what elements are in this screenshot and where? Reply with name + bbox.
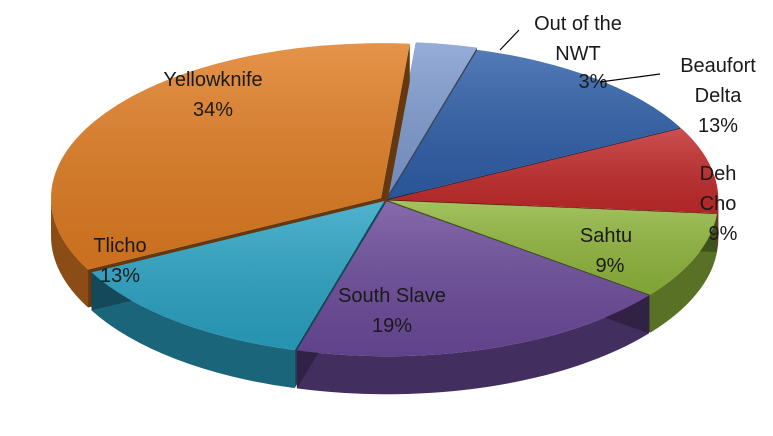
slice-label: Deh: [700, 163, 737, 185]
slice-label: Yellowknife: [163, 69, 262, 91]
slice-value-label: 13%: [100, 265, 140, 287]
slice-sheen: [388, 200, 717, 295]
slice-value-label: 9%: [596, 255, 625, 277]
slice-side: [650, 213, 717, 333]
slice-label: NWT: [555, 43, 601, 65]
slice-label: Tlicho: [93, 235, 146, 257]
slice-sheen: [388, 128, 719, 214]
pie-slices: [51, 42, 719, 395]
slice-wall: [381, 43, 410, 237]
slice-sheen: [91, 201, 385, 351]
pie-labels: Out of the NWT 3% Beaufort Delta 13% Deh Cho 9% S…: [93, 13, 756, 337]
leader-line: [599, 73, 661, 83]
slice-label: South Slave: [338, 285, 446, 307]
slice-label: Cho: [700, 193, 737, 215]
slice-sheen: [296, 201, 649, 357]
leader-line: [499, 29, 520, 51]
slice-label: Out of the: [534, 13, 622, 35]
slice-value-label: 13%: [698, 115, 738, 137]
slice-label: Sahtu: [580, 225, 632, 247]
slice-label: Delta: [695, 85, 743, 107]
slice-side: [91, 272, 295, 389]
slice-sheen: [51, 43, 410, 270]
slice-value-label: 19%: [372, 315, 412, 337]
slice-side: [296, 295, 649, 395]
slice-side: [717, 199, 719, 252]
slice-value-label: 3%: [579, 71, 608, 93]
slice-sheen: [387, 49, 681, 199]
slice-side: [51, 198, 89, 308]
slice-value-label: 9%: [709, 223, 738, 245]
slice-label: Beaufort: [680, 55, 756, 77]
slice-south-slave: [296, 201, 649, 395]
slice-value-label: 34%: [193, 99, 233, 121]
